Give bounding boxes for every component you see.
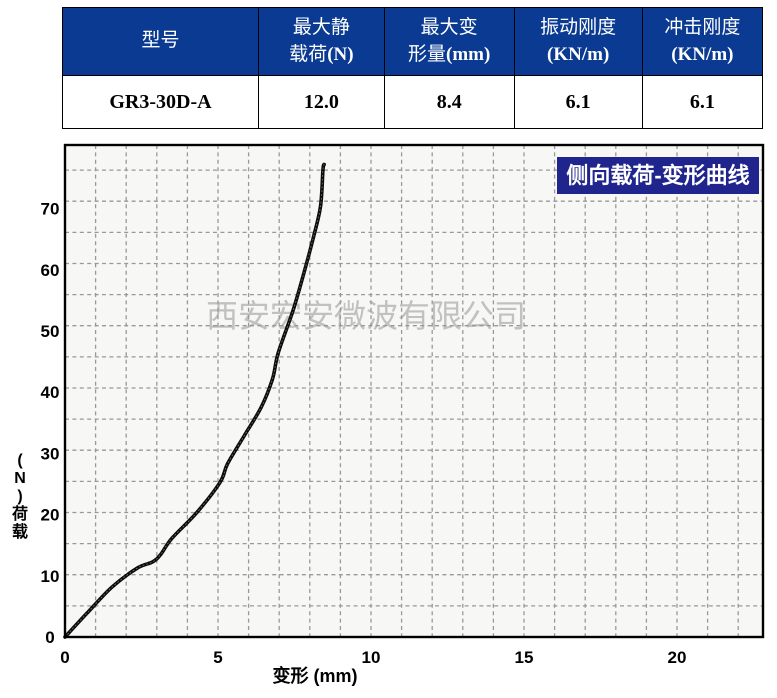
svg-text:20: 20 <box>41 506 60 525</box>
svg-text:): ) <box>17 488 22 505</box>
svg-text:0: 0 <box>45 628 54 647</box>
svg-text:0: 0 <box>60 648 69 667</box>
svg-text:N: N <box>14 470 26 487</box>
svg-text:20: 20 <box>668 648 687 667</box>
svg-text:10: 10 <box>41 567 60 586</box>
svg-text:30: 30 <box>41 444 60 463</box>
svg-text:载: 载 <box>12 523 28 541</box>
svg-text:15: 15 <box>515 648 534 667</box>
svg-text:侧向载荷-变形曲线: 侧向载荷-变形曲线 <box>566 163 749 188</box>
svg-text:40: 40 <box>41 383 60 402</box>
svg-text:60: 60 <box>41 261 60 280</box>
svg-text:西安宏安微波有限公司: 西安宏安微波有限公司 <box>206 298 526 334</box>
svg-text:变形 (mm): 变形 (mm) <box>273 665 358 686</box>
svg-text:5: 5 <box>213 648 222 667</box>
svg-text:10: 10 <box>362 648 381 667</box>
svg-text:(: ( <box>17 452 23 469</box>
svg-text:70: 70 <box>41 200 60 219</box>
svg-text:荷: 荷 <box>12 505 28 523</box>
svg-text:50: 50 <box>41 322 60 341</box>
